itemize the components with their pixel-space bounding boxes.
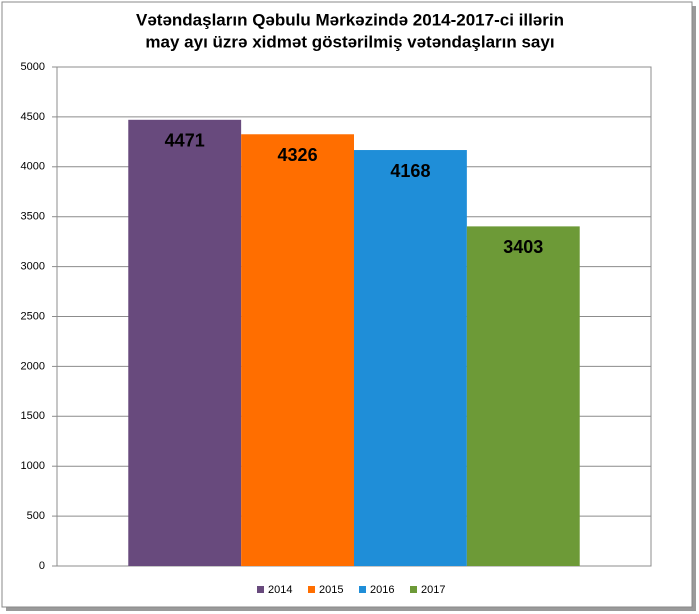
y-tick-label: 4500 (21, 111, 45, 123)
legend-swatch (410, 586, 417, 593)
data-label: 4326 (278, 145, 318, 165)
legend-label: 2014 (268, 584, 292, 596)
legend-label: 2017 (421, 584, 445, 596)
data-label: 3403 (503, 237, 543, 257)
y-tick-label: 3000 (21, 261, 45, 273)
legend-label: 2015 (319, 584, 343, 596)
bar (128, 119, 242, 567)
y-tick-label: 0 (39, 560, 45, 572)
bar (241, 134, 354, 566)
legend-swatch (308, 586, 315, 593)
bar (466, 226, 580, 566)
legend-swatch (359, 586, 366, 593)
y-tick-label: 5000 (21, 61, 45, 73)
y-tick-label: 1000 (21, 460, 45, 472)
legend-swatch (257, 586, 264, 593)
y-tick-label: 2500 (21, 310, 45, 322)
y-tick-label: 4000 (21, 161, 45, 173)
y-tick-label: 3500 (21, 211, 45, 223)
y-tick-label: 500 (27, 510, 45, 522)
y-tick-label: 1500 (21, 410, 45, 422)
y-tick-label: 2000 (21, 360, 45, 372)
data-label: 4168 (390, 161, 430, 181)
data-label: 4471 (165, 131, 205, 151)
chart-title: may ayı üzrə xidmət göstərilmiş vətəndaş… (145, 32, 554, 51)
chart-title: Vətəndaşların Qəbulu Mərkəzində 2014-201… (136, 10, 564, 29)
bar (354, 150, 467, 566)
legend-label: 2016 (370, 584, 394, 596)
